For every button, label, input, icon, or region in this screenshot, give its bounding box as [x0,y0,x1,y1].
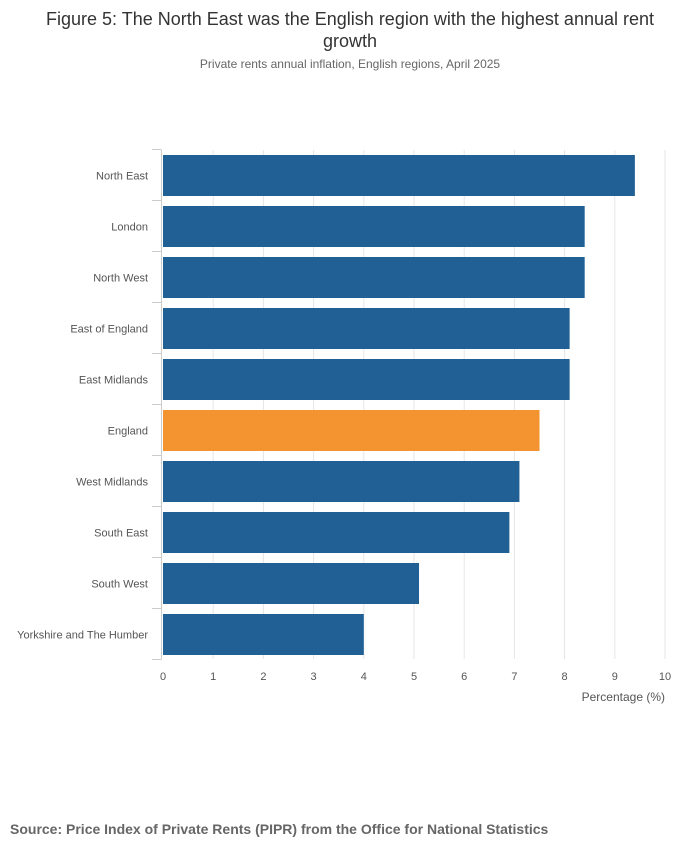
category-label: West Midlands [76,477,148,489]
category-label: North East [96,171,148,183]
category-label: East of England [70,324,148,336]
bar-east-of-england [163,308,570,349]
category-label: North West [93,273,148,285]
x-tick-label: 4 [361,671,367,683]
x-tick-label: 3 [311,671,317,683]
bar-south-west [163,563,420,604]
x-tick-label: 10 [659,671,671,683]
category-label: South West [91,579,148,591]
x-tick-label: 1 [210,671,216,683]
bar-north-west [163,257,585,298]
x-tick-label: 5 [411,671,417,683]
x-tick-label: 8 [562,671,568,683]
x-tick-label: 9 [612,671,618,683]
x-tick-label: 0 [160,671,166,683]
x-tick-label: 2 [260,671,266,683]
bar-north-east [163,155,635,196]
bar-england [163,410,540,451]
source-note: Source: Price Index of Private Rents (PI… [10,821,549,837]
bar-west-midlands [163,461,520,502]
category-label: England [108,426,148,438]
chart-title: Figure 5: The North East was the English… [45,9,655,51]
x-axis-title: Percentage (%) [582,690,665,704]
bar-east-midlands [163,359,570,400]
x-tick-label: 6 [461,671,467,683]
category-label: East Midlands [79,375,149,387]
bar-yorkshire-and-the-humber [163,614,364,655]
category-label: South East [94,528,148,540]
bar-south-east [163,512,510,553]
bar-chart: North East London North West East of Englan… [17,149,671,704]
category-label: London [111,222,148,234]
category-label: Yorkshire and The Humber [17,630,148,642]
x-tick-label: 7 [511,671,517,683]
chart-subtitle: Private rents annual inflation, English … [199,57,501,71]
bar-london [163,206,585,247]
